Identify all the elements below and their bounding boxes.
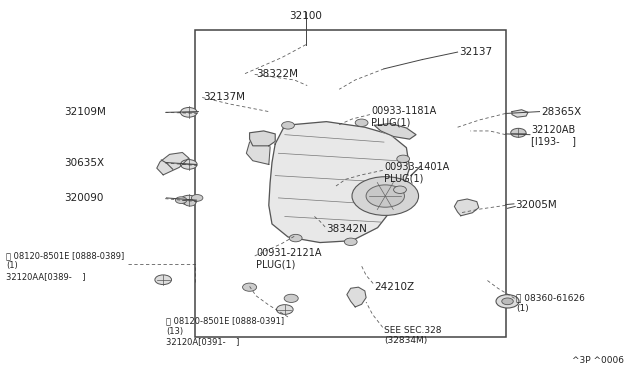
Text: Ⓑ 08120-8501E [0888-0389]
(1)
32120AA[0389-    ]: Ⓑ 08120-8501E [0888-0389] (1) 32120AA[03… xyxy=(6,251,125,281)
Text: 320090: 320090 xyxy=(64,193,104,203)
Circle shape xyxy=(155,275,172,285)
Text: 32120AB
[I193-    ]: 32120AB [I193- ] xyxy=(531,125,576,147)
Text: 32109M: 32109M xyxy=(64,108,106,117)
Circle shape xyxy=(282,122,294,129)
Circle shape xyxy=(175,197,187,203)
Text: 32137: 32137 xyxy=(460,47,493,57)
Circle shape xyxy=(243,283,257,291)
Circle shape xyxy=(511,128,526,137)
Text: 30635X: 30635X xyxy=(64,158,104,167)
Text: 32137M: 32137M xyxy=(204,92,246,102)
Text: 32100: 32100 xyxy=(289,11,323,21)
Polygon shape xyxy=(250,131,275,146)
Polygon shape xyxy=(246,138,270,164)
Text: 28365X: 28365X xyxy=(541,107,581,116)
Circle shape xyxy=(284,294,298,302)
Circle shape xyxy=(344,238,357,246)
Text: 38322M: 38322M xyxy=(256,70,298,79)
Circle shape xyxy=(289,234,302,242)
Circle shape xyxy=(352,177,419,215)
Circle shape xyxy=(394,186,406,193)
Circle shape xyxy=(397,155,410,163)
Circle shape xyxy=(180,160,197,169)
Polygon shape xyxy=(269,122,410,243)
Circle shape xyxy=(496,295,519,308)
Circle shape xyxy=(366,185,404,207)
Circle shape xyxy=(191,195,203,201)
Polygon shape xyxy=(374,124,416,139)
Text: 32005M: 32005M xyxy=(515,200,557,209)
Circle shape xyxy=(184,199,196,206)
Circle shape xyxy=(180,195,197,205)
Circle shape xyxy=(276,305,293,314)
Bar xyxy=(195,30,506,337)
Circle shape xyxy=(180,108,197,117)
Polygon shape xyxy=(157,153,189,175)
Circle shape xyxy=(355,119,368,126)
Text: 38342N: 38342N xyxy=(326,224,367,234)
Polygon shape xyxy=(512,110,528,117)
Text: 00933-1181A
PLUG(1): 00933-1181A PLUG(1) xyxy=(371,106,436,128)
Polygon shape xyxy=(347,287,366,307)
Circle shape xyxy=(502,298,513,305)
Text: SEE SEC.328
(32834M): SEE SEC.328 (32834M) xyxy=(384,326,442,345)
Polygon shape xyxy=(454,199,479,216)
Text: 00933-1401A
PLUG(1): 00933-1401A PLUG(1) xyxy=(384,162,449,184)
Text: 24210Z: 24210Z xyxy=(374,282,415,292)
Text: Ⓢ 08360-61626
(1): Ⓢ 08360-61626 (1) xyxy=(516,294,585,313)
Text: Ⓑ 08120-8501E [0888-0391]
(13)
32120A[0391-    ]: Ⓑ 08120-8501E [0888-0391] (13) 32120A[03… xyxy=(166,316,285,346)
Text: ^3P ^0006: ^3P ^0006 xyxy=(572,356,624,365)
Text: 00931-2121A
PLUG(1): 00931-2121A PLUG(1) xyxy=(256,248,321,269)
